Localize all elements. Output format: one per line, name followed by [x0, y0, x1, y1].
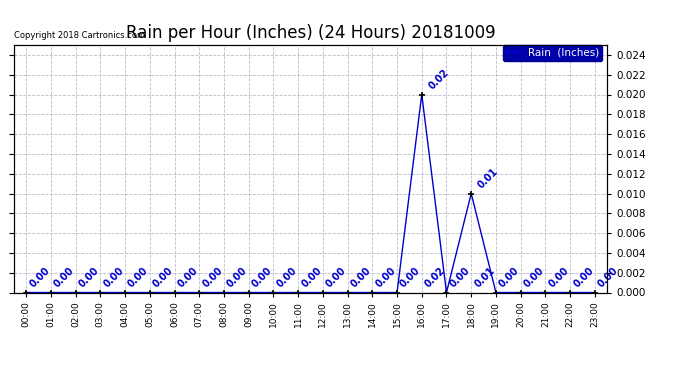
Text: 0.01: 0.01 — [473, 265, 497, 289]
Text: 0.00: 0.00 — [28, 265, 52, 289]
Text: Copyright 2018 Cartronics.com: Copyright 2018 Cartronics.com — [14, 31, 145, 40]
Text: 0.02: 0.02 — [426, 68, 451, 92]
Text: 0.00: 0.00 — [596, 265, 620, 289]
Text: 0.00: 0.00 — [225, 265, 249, 289]
Text: 0.00: 0.00 — [250, 265, 274, 289]
Legend: Rain  (Inches): Rain (Inches) — [503, 45, 602, 61]
Text: 0.00: 0.00 — [126, 265, 150, 289]
Text: 0.01: 0.01 — [476, 166, 500, 190]
Text: 0.00: 0.00 — [522, 265, 546, 289]
Text: 0.00: 0.00 — [497, 265, 521, 289]
Text: 0.00: 0.00 — [176, 265, 200, 289]
Title: Rain per Hour (Inches) (24 Hours) 20181009: Rain per Hour (Inches) (24 Hours) 201810… — [126, 24, 495, 42]
Text: 0.00: 0.00 — [546, 265, 571, 289]
Text: 0.00: 0.00 — [201, 265, 224, 289]
Text: 0.00: 0.00 — [571, 265, 595, 289]
Text: 0.02: 0.02 — [423, 265, 447, 289]
Text: 0.00: 0.00 — [349, 265, 373, 289]
Text: 0.00: 0.00 — [101, 265, 126, 289]
Text: 0.00: 0.00 — [52, 265, 76, 289]
Text: 0.00: 0.00 — [275, 265, 299, 289]
Text: 0.00: 0.00 — [324, 265, 348, 289]
Text: 0.00: 0.00 — [448, 265, 472, 289]
Text: 0.00: 0.00 — [373, 265, 397, 289]
Text: 0.00: 0.00 — [77, 265, 101, 289]
Text: 0.00: 0.00 — [398, 265, 422, 289]
Text: 0.00: 0.00 — [299, 265, 324, 289]
Text: 0.00: 0.00 — [151, 265, 175, 289]
